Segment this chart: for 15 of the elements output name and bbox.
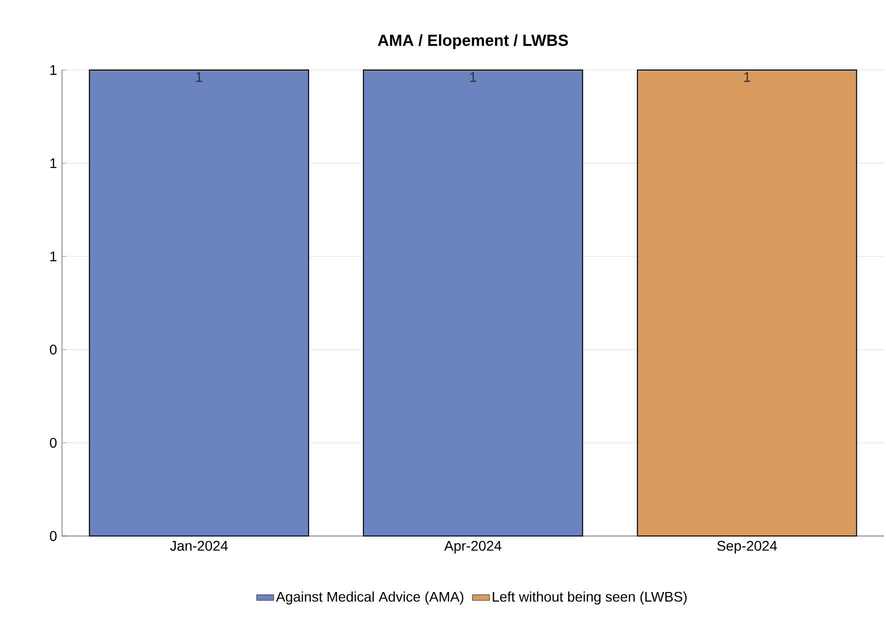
x-tick-label: Apr-2024 [444,540,502,554]
x-tick-label: Jan-2024 [170,540,228,551]
legend-label: Against Medical Advice (AMA) [276,591,464,605]
y-tick-label: 1 [50,252,56,262]
y-tick-label: 0 [50,438,57,448]
data-label: 1 [744,72,750,82]
data-label: 1 [470,72,476,82]
y-tick-label: 1 [50,158,56,168]
legend-label: Left without being seen (LWBS) [492,591,687,605]
x-tick-label: Sep-2024 [717,540,777,554]
chart-title: AMA / Elopement / LWBS [378,34,568,50]
y-tick-label: 1 [50,65,56,75]
y-tick-label: 0 [50,531,57,541]
data-label: 1 [196,72,202,82]
y-tick-label: 0 [50,344,57,355]
